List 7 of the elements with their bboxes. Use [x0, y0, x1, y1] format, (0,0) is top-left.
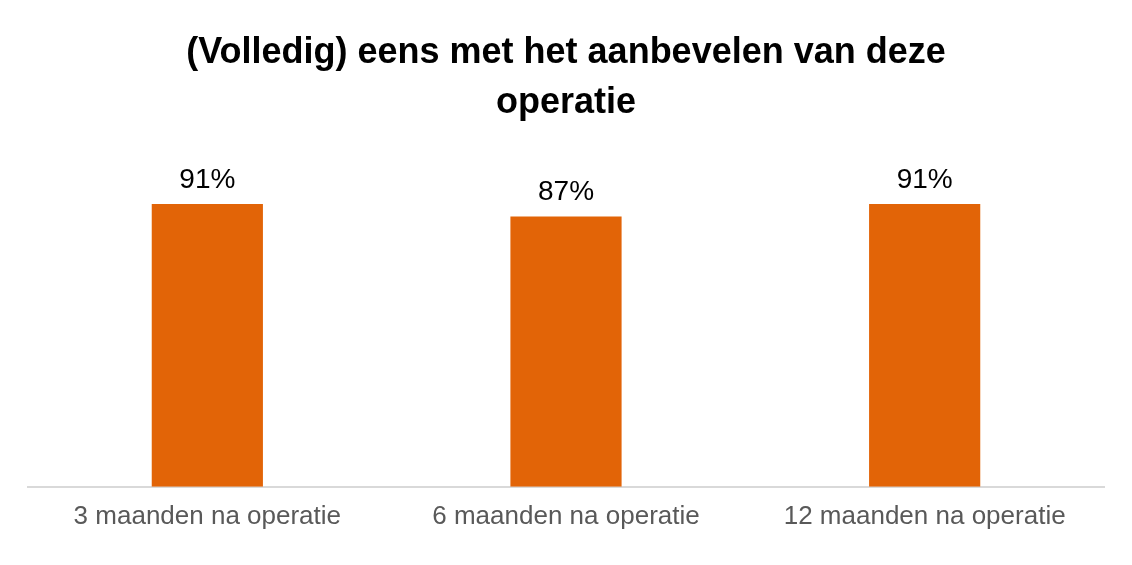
data-label: 87%: [537, 175, 595, 207]
x-tick-label: 12 maanden na operatie: [783, 499, 1066, 530]
x-tick-label: 3 maanden na operatie: [73, 499, 342, 530]
x-tick-label: 6 maanden na operatie: [432, 499, 700, 530]
chart-title: (Volledig) eens met het aanbevelen van deze operatie: [186, 29, 946, 123]
data-label: 91%: [896, 162, 953, 194]
data-label: 91%: [179, 162, 236, 194]
